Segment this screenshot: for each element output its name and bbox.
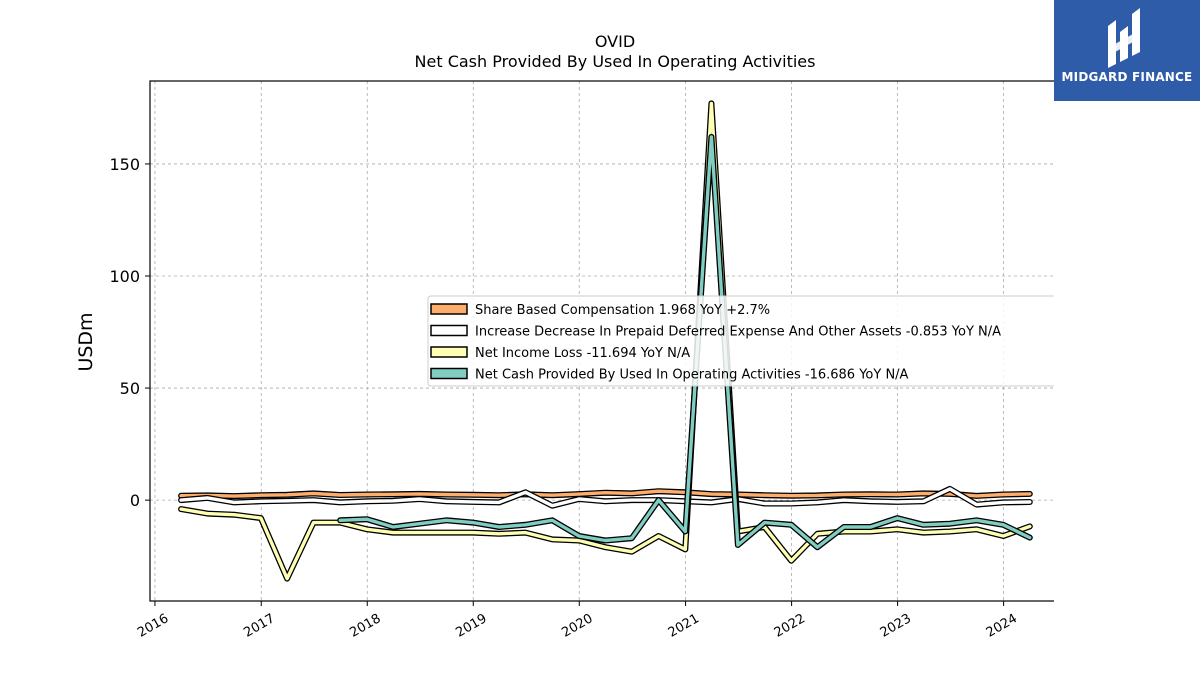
legend-swatch — [430, 367, 468, 380]
series-line-3 — [338, 135, 1032, 549]
logo-mark-icon — [1108, 8, 1140, 68]
x-tick-label: 2016 — [135, 611, 171, 641]
legend-swatch — [430, 303, 468, 315]
x-tick-label: 2020 — [559, 611, 595, 641]
y-tick-label: 0 — [130, 491, 140, 510]
chart-title: OVID — [595, 32, 635, 51]
x-tick-label: 2017 — [241, 611, 277, 641]
x-tick-label: 2018 — [347, 611, 383, 641]
chart-subtitle: Net Cash Provided By Used In Operating A… — [415, 52, 816, 71]
x-tick-label: 2019 — [453, 611, 489, 641]
x-tick-label: 2021 — [666, 611, 702, 641]
logo-text: MIDGARD FINANCE — [1061, 70, 1193, 84]
legend-label: Share Based Compensation 1.968 YoY +2.7% — [475, 303, 770, 318]
midgard-finance-logo: MIDGARD FINANCE — [1054, 0, 1200, 101]
series-line-2 — [179, 101, 1032, 581]
series-layer — [178, 100, 1033, 582]
y-tick-label: 50 — [120, 379, 140, 398]
series-line-0 — [179, 489, 1032, 498]
legend-swatch — [430, 346, 468, 358]
y-tick-label: 150 — [109, 155, 140, 174]
legend-box — [427, 295, 1054, 387]
legend-label: Net Income Loss -11.694 YoY N/A — [475, 346, 690, 361]
legend-label: Increase Decrease In Prepaid Deferred Ex… — [475, 325, 1001, 340]
axes: 2016 2017 2018 2019 2020 2021 2022 2023 2024 0 50 1… — [109, 155, 1019, 641]
chart: OVID Net Cash Provided By Used In Operat… — [75, 32, 1054, 641]
legend-swatch — [430, 324, 468, 337]
legend: Share Based Compensation 1.968 YoY +2.7%… — [427, 295, 1054, 387]
x-tick-label: 2024 — [984, 611, 1020, 641]
y-tick-label: 100 — [109, 267, 140, 286]
y-axis-label: USDm — [75, 312, 97, 371]
legend-label: Net Cash Provided By Used In Operating A… — [475, 368, 909, 383]
x-tick-label: 2022 — [772, 611, 808, 641]
plot-frame — [149, 80, 1054, 602]
x-tick-label: 2023 — [878, 611, 914, 641]
series-line-1 — [179, 487, 1032, 508]
